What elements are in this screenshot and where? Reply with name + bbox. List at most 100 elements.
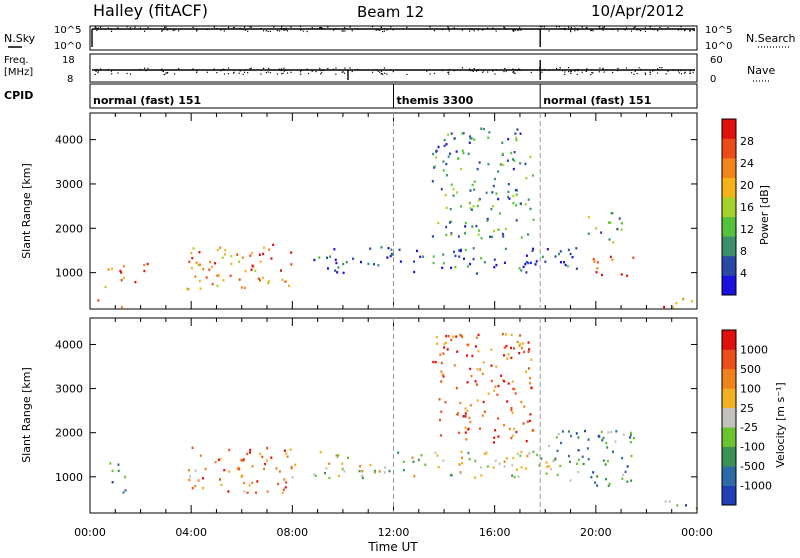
range-cell [480, 474, 483, 477]
range-cell [190, 251, 193, 255]
nsky-dot [223, 28, 226, 30]
range-cell [609, 255, 612, 259]
range-cell [502, 163, 505, 167]
cpid-segments: normal (fast) 151 themis 3300 normal (fast… [93, 84, 651, 108]
range-cell [186, 287, 189, 290]
range-cell [480, 127, 483, 130]
range-cell [455, 386, 458, 390]
freq-dot [273, 69, 275, 71]
nsky-dot [307, 28, 310, 30]
range-cell [459, 249, 462, 253]
freq-dot [320, 70, 322, 72]
nsky-dot [516, 29, 519, 31]
nsky-dot [283, 27, 285, 30]
range-cell [468, 458, 471, 461]
range-cell [622, 473, 625, 477]
range-cell [223, 468, 226, 472]
range-cell [464, 221, 467, 225]
freq-dot [262, 67, 265, 69]
freq-dot [630, 72, 633, 74]
nsky-dot [634, 26, 636, 28]
range-cell [120, 271, 123, 274]
nsky-dot [163, 28, 165, 30]
range-cell [630, 479, 633, 482]
range-cell [352, 257, 355, 260]
range-cell [527, 261, 530, 265]
range-cell [460, 334, 463, 337]
nsky-dot [260, 27, 262, 30]
range-cell [236, 467, 239, 471]
range-cell [513, 475, 516, 479]
nsky-dot [379, 29, 381, 31]
nsky-dot [213, 26, 215, 28]
range-cell [240, 459, 243, 462]
range-cell [456, 191, 459, 194]
range-cell [559, 261, 562, 264]
nsky-dot [278, 30, 280, 32]
nsky-dot [280, 27, 282, 30]
range-cell [337, 266, 340, 269]
range-cell [228, 470, 231, 473]
freq-dot [638, 67, 640, 69]
freq-dot [672, 69, 674, 71]
range-cell [291, 476, 294, 479]
range-cell [243, 286, 246, 290]
range-cell [525, 271, 528, 274]
nsky-dot [644, 27, 646, 29]
range-cell [134, 280, 137, 284]
range-cell [507, 183, 510, 186]
range-cell [459, 333, 462, 337]
range-cell [612, 241, 615, 244]
freq-dot [477, 69, 479, 71]
nsky-dot [172, 29, 174, 32]
range-cell [204, 467, 207, 471]
freq-dot [247, 72, 249, 74]
freq-dot [223, 73, 226, 75]
range-cell [476, 167, 479, 171]
range-cell [555, 436, 558, 439]
range-cell [501, 152, 504, 156]
range-cell [334, 258, 337, 262]
range-cell [497, 417, 500, 420]
range-cell [546, 465, 549, 469]
freq-dot [145, 70, 147, 72]
freq-dot [513, 72, 515, 74]
nsky-dot [441, 29, 444, 31]
nsky-dot [585, 27, 588, 29]
range-cell [616, 227, 619, 231]
range-cell [620, 273, 623, 276]
range-cell [441, 266, 444, 270]
range-cell [525, 439, 528, 443]
range-cell [117, 469, 120, 473]
range-cell [630, 454, 633, 458]
range-cell [455, 335, 458, 338]
range-cell [602, 459, 605, 462]
range-cell [519, 454, 522, 457]
freq-dot [494, 73, 496, 75]
range-cell [557, 252, 560, 256]
freq-dot [639, 68, 642, 71]
nsky-dot [652, 28, 654, 30]
range-cell [629, 433, 632, 436]
range-cell [581, 455, 584, 458]
range-cell [600, 231, 603, 234]
freq-dot [321, 72, 323, 74]
range-cell [449, 207, 452, 211]
freq-dot [617, 70, 619, 72]
freq-dot [570, 72, 572, 75]
range-cell [437, 221, 440, 225]
nsky-dot [161, 30, 163, 32]
range-cell [109, 462, 112, 465]
freq-dot [495, 69, 497, 71]
nsky-dot [96, 29, 98, 31]
range-cell [268, 248, 271, 251]
range-cell [598, 435, 601, 438]
range-cell [512, 167, 515, 171]
colorbar-tick-label: 12 [740, 223, 754, 236]
range-cell [445, 233, 448, 237]
freq-dot [684, 71, 686, 73]
nsky-dot [306, 30, 308, 33]
range-cell [490, 348, 493, 351]
range-cell [402, 460, 405, 464]
range-cell [411, 456, 414, 459]
